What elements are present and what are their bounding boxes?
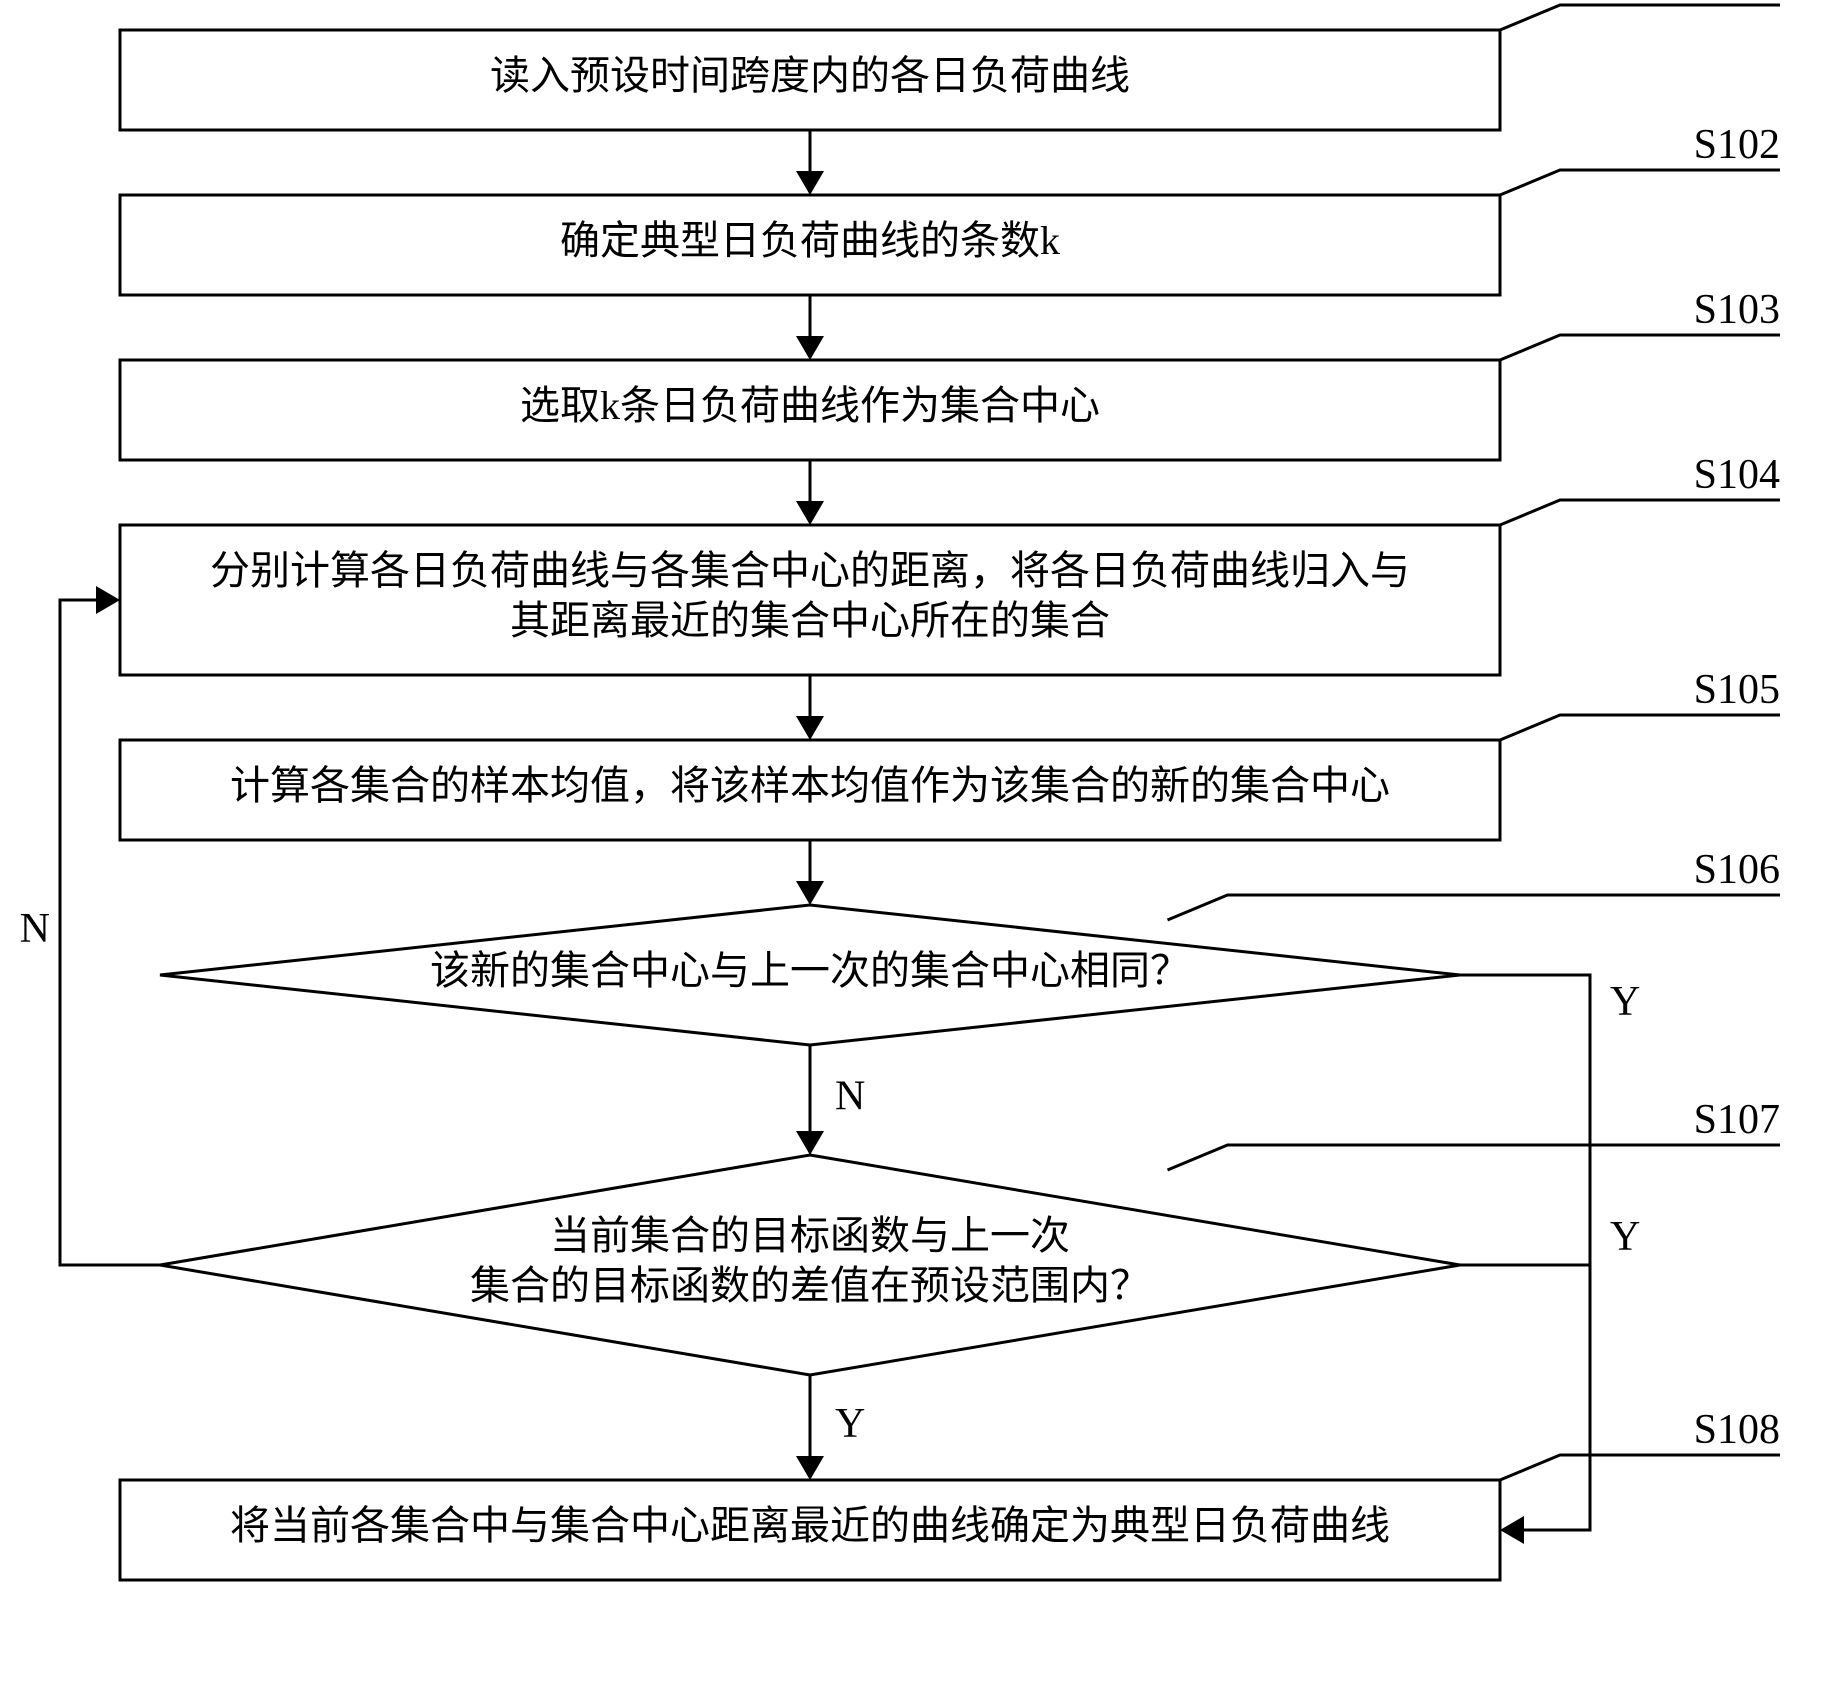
step-label-s106: S106	[1694, 847, 1780, 893]
step-label-s102: S102	[1694, 122, 1780, 168]
svg-text:该新的集合中心与上一次的集合中心相同？: 该新的集合中心与上一次的集合中心相同？	[430, 948, 1190, 993]
step-label-s104: S104	[1694, 452, 1780, 498]
svg-text:选取k条日负荷曲线作为集合中心: 选取k条日负荷曲线作为集合中心	[520, 383, 1100, 428]
s106-n-label: N	[835, 1074, 865, 1120]
svg-text:读入预设时间跨度内的各日负荷曲线: 读入预设时间跨度内的各日负荷曲线	[490, 53, 1130, 98]
step-label-s101: S101	[1694, 0, 1780, 3]
svg-text:将当前各集合中与集合中心距离最近的曲线确定为典型日负荷曲线: 将当前各集合中与集合中心距离最近的曲线确定为典型日负荷曲线	[230, 1503, 1390, 1548]
s107-y2-label: Y	[1610, 1214, 1640, 1260]
svg-text:计算各集合的样本均值，将该样本均值作为该集合的新的集合中心: 计算各集合的样本均值，将该样本均值作为该集合的新的集合中心	[230, 763, 1390, 808]
s106-y-label: Y	[1610, 979, 1640, 1025]
step-label-s103: S103	[1694, 287, 1780, 333]
step-label-s105: S105	[1694, 667, 1780, 713]
svg-text:确定典型日负荷曲线的条数k: 确定典型日负荷曲线的条数k	[560, 218, 1060, 263]
s107-y-label: Y	[835, 1401, 865, 1447]
step-label-s107: S107	[1694, 1097, 1780, 1143]
loop-n-label: N	[20, 906, 50, 952]
step-label-s108: S108	[1694, 1407, 1780, 1453]
